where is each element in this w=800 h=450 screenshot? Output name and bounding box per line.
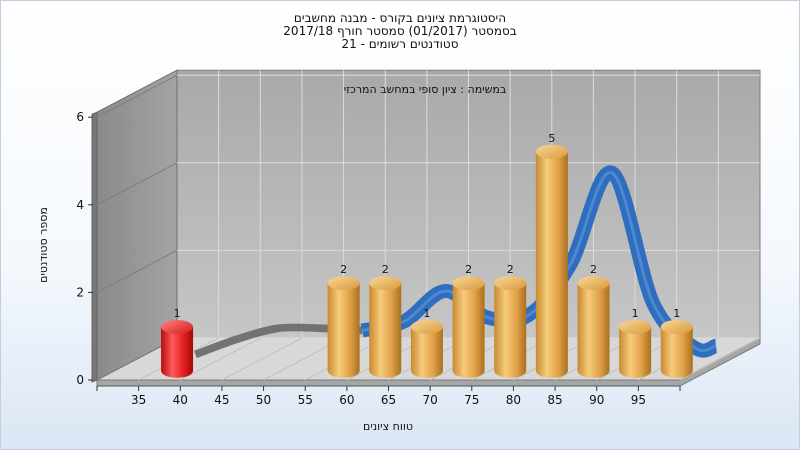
bar-body xyxy=(327,283,360,378)
bar-body xyxy=(369,283,402,378)
left-wall-edge xyxy=(91,111,98,383)
bar-value-label: 1 xyxy=(174,307,181,320)
bar-body xyxy=(619,326,652,378)
x-tick-label: 60 xyxy=(339,393,354,407)
bar-top xyxy=(577,276,610,291)
bar-body xyxy=(494,283,527,378)
bar-top xyxy=(494,276,527,291)
bar-body xyxy=(452,283,485,378)
bar: 2 xyxy=(494,263,527,378)
bar-top xyxy=(452,276,485,291)
y-axis-label: מספר סטודנטים xyxy=(37,207,50,283)
bar-top xyxy=(535,144,568,159)
bar: 2 xyxy=(577,263,610,378)
bar-top xyxy=(660,319,693,334)
bar-value-label: 2 xyxy=(590,263,597,276)
bar: 1 xyxy=(161,307,194,378)
x-tick-label: 85 xyxy=(547,393,562,407)
grid-line xyxy=(96,162,178,206)
grid-line xyxy=(96,249,178,293)
bar-body xyxy=(535,151,568,378)
bar-top xyxy=(369,276,402,291)
x-tick-label: 50 xyxy=(256,393,271,407)
grid-line xyxy=(679,337,761,381)
x-tick-label: 95 xyxy=(631,393,646,407)
grid-line xyxy=(180,337,261,381)
bar: 5 xyxy=(535,132,568,378)
grid-line xyxy=(221,337,303,381)
x-tick-label: 75 xyxy=(464,393,479,407)
y-tick-label: 0 xyxy=(76,373,84,387)
chart-title-line-3: סטודנטים רשומים - 21 xyxy=(341,37,459,51)
x-tick-label: 45 xyxy=(214,393,229,407)
x-tick-label: 55 xyxy=(298,393,313,407)
bar-value-label: 2 xyxy=(507,263,514,276)
bar-value-label: 2 xyxy=(340,263,347,276)
bar: 1 xyxy=(660,307,693,378)
bar: 2 xyxy=(327,263,360,378)
chart-title-line-2: בסמסטר (01/2017) סמסטר חורף 2017/18 xyxy=(283,24,517,38)
bar-body xyxy=(161,326,194,378)
x-tick-label: 40 xyxy=(173,393,188,407)
bar-top xyxy=(161,319,194,334)
bar-top xyxy=(619,319,652,334)
x-tick-label: 35 xyxy=(131,393,146,407)
chart-title-line-1: היסטוגרמת ציונים בקורס - מבנה מחשבים xyxy=(293,11,507,25)
bar-top xyxy=(410,319,443,334)
bar-body xyxy=(577,283,610,378)
bar-value-label: 5 xyxy=(548,132,555,145)
bar: 2 xyxy=(452,263,485,378)
bar-top xyxy=(327,276,360,291)
bar: 1 xyxy=(410,307,443,378)
x-tick-label: 90 xyxy=(589,393,604,407)
y-tick-label: 2 xyxy=(76,285,84,299)
bar-body xyxy=(410,326,443,378)
chart-annotation: במשימה : ציון סופי במחשב המרכזי xyxy=(344,83,507,96)
bar-body xyxy=(660,326,693,378)
x-tick-label: 80 xyxy=(506,393,521,407)
y-tick-label: 6 xyxy=(76,110,84,124)
bar-value-label: 2 xyxy=(382,263,389,276)
y-tick-label: 4 xyxy=(76,198,84,212)
bar-value-label: 1 xyxy=(632,307,639,320)
bar-value-label: 1 xyxy=(423,307,430,320)
bar: 2 xyxy=(369,263,402,378)
x-tick-label: 70 xyxy=(423,393,438,407)
grid-line xyxy=(96,74,178,118)
x-tick-label: 65 xyxy=(381,393,396,407)
bar-value-label: 1 xyxy=(673,307,680,320)
x-axis-label: טווח ציונים xyxy=(363,420,413,433)
bar: 1 xyxy=(619,307,652,378)
bar-value-label: 2 xyxy=(465,263,472,276)
